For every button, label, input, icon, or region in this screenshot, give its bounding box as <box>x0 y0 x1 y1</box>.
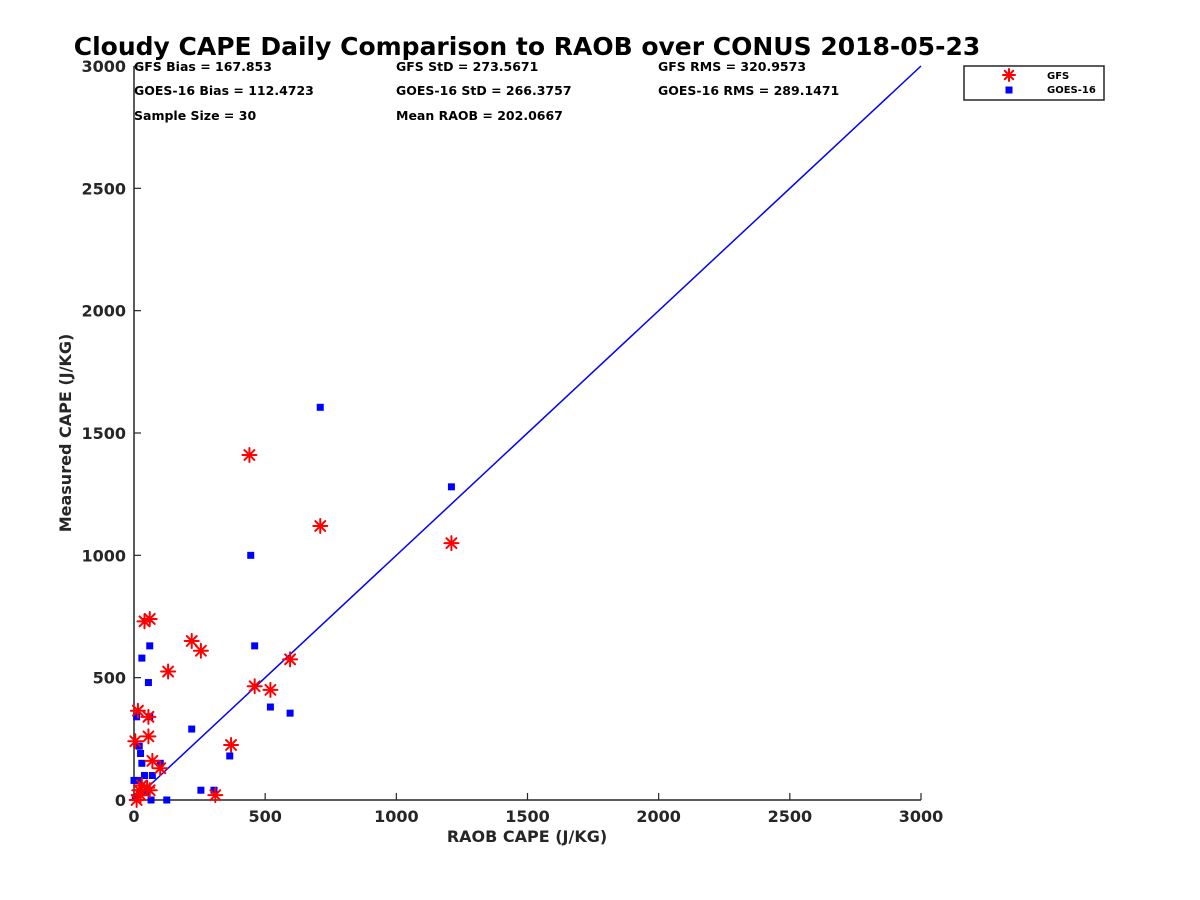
goes16-point <box>142 789 150 797</box>
x-tick-label: 2000 <box>636 807 681 826</box>
gfs-point <box>141 782 158 799</box>
y-ticks: 0 500 1000 1500 2000 2500 3000 <box>81 57 141 810</box>
gfs-point <box>127 733 144 750</box>
gfs-point <box>141 610 158 627</box>
goes16-point <box>138 654 146 662</box>
goes16-point <box>210 786 218 794</box>
y-tick-label: 2500 <box>81 179 126 198</box>
chart-title: Cloudy CAPE Daily Comparison to RAOB ove… <box>74 32 980 61</box>
legend-goes16-label: GOES-16 <box>1047 85 1096 96</box>
stat-text: GOES-16 StD = 266.3757 <box>396 83 572 98</box>
stat-text: GFS StD = 273.5671 <box>396 59 538 74</box>
goes16-point <box>163 796 171 804</box>
legend-gfs-label: GFS <box>1047 71 1069 82</box>
gfs-point <box>160 663 177 680</box>
gfs-point <box>152 760 169 777</box>
gfs-point <box>140 728 157 745</box>
goes16-point <box>130 776 138 784</box>
gfs-point <box>144 752 161 769</box>
stat-text: GOES-16 Bias = 112.4723 <box>134 83 314 98</box>
y-tick-label: 1000 <box>81 546 126 565</box>
goes16-point <box>146 642 154 650</box>
x-tick-label: 0 <box>128 807 139 826</box>
x-tick-label: 2500 <box>768 807 813 826</box>
goes16-point <box>247 551 255 559</box>
legend-gfs-marker <box>1002 68 1016 82</box>
x-ticks: 0 500 1000 1500 2000 2500 3000 <box>128 793 943 826</box>
goes16-point <box>197 786 205 794</box>
gfs-point <box>246 678 263 695</box>
y-axis-label: Measured CAPE (J/KG) <box>56 334 75 533</box>
gfs-point <box>282 651 299 668</box>
gfs-point <box>140 708 157 725</box>
goes16-point <box>137 750 145 758</box>
x-tick-label: 1000 <box>374 807 419 826</box>
y-tick-label: 2000 <box>81 302 126 321</box>
y-tick-label: 0 <box>115 791 126 810</box>
legend-goes16-marker <box>1005 86 1013 94</box>
goes16-point <box>148 772 156 780</box>
goes16-point <box>147 796 155 804</box>
stat-text: Mean RAOB = 202.0667 <box>396 108 563 123</box>
stat-text: GOES-16 RMS = 289.1471 <box>658 83 839 98</box>
gfs-point <box>443 535 460 552</box>
gfs-point <box>312 517 329 534</box>
gfs-point <box>192 642 209 659</box>
goes16-point <box>316 403 324 411</box>
stat-text: GFS RMS = 320.9573 <box>658 59 806 74</box>
goes16-series <box>130 403 455 804</box>
legend: GFS GOES-16 <box>963 65 1105 101</box>
gfs-point <box>262 681 279 698</box>
goes16-point <box>447 483 455 491</box>
x-axis-label: RAOB CAPE (J/KG) <box>447 827 607 846</box>
one-to-one-line <box>133 65 922 801</box>
stat-text: GFS Bias = 167.853 <box>134 59 272 74</box>
y-tick-label: 3000 <box>81 57 126 76</box>
x-tick-label: 1500 <box>505 807 550 826</box>
goes16-point <box>286 709 294 717</box>
goes16-point <box>226 752 234 760</box>
gfs-point <box>183 632 200 649</box>
gfs-point <box>207 787 224 804</box>
goes16-point <box>140 772 148 780</box>
goes16-point <box>251 642 259 650</box>
goes16-point <box>144 679 152 687</box>
y-tick-label: 1500 <box>81 424 126 443</box>
goes16-point <box>266 703 274 711</box>
stat-text: Sample Size = 30 <box>134 108 256 123</box>
goes16-point <box>188 725 196 733</box>
goes16-point <box>138 759 146 767</box>
goes16-point <box>133 713 141 721</box>
gfs-point <box>241 447 258 464</box>
legend-box <box>963 65 1105 101</box>
stats-block: GFS Bias = 167.853 GFS StD = 273.5671 GFS … <box>134 59 839 123</box>
gfs-series <box>127 447 460 808</box>
y-tick-label: 500 <box>93 669 126 688</box>
gfs-point <box>129 702 146 719</box>
gfs-point <box>223 736 240 753</box>
x-tick-label: 500 <box>248 807 281 826</box>
x-tick-label: 3000 <box>899 807 944 826</box>
